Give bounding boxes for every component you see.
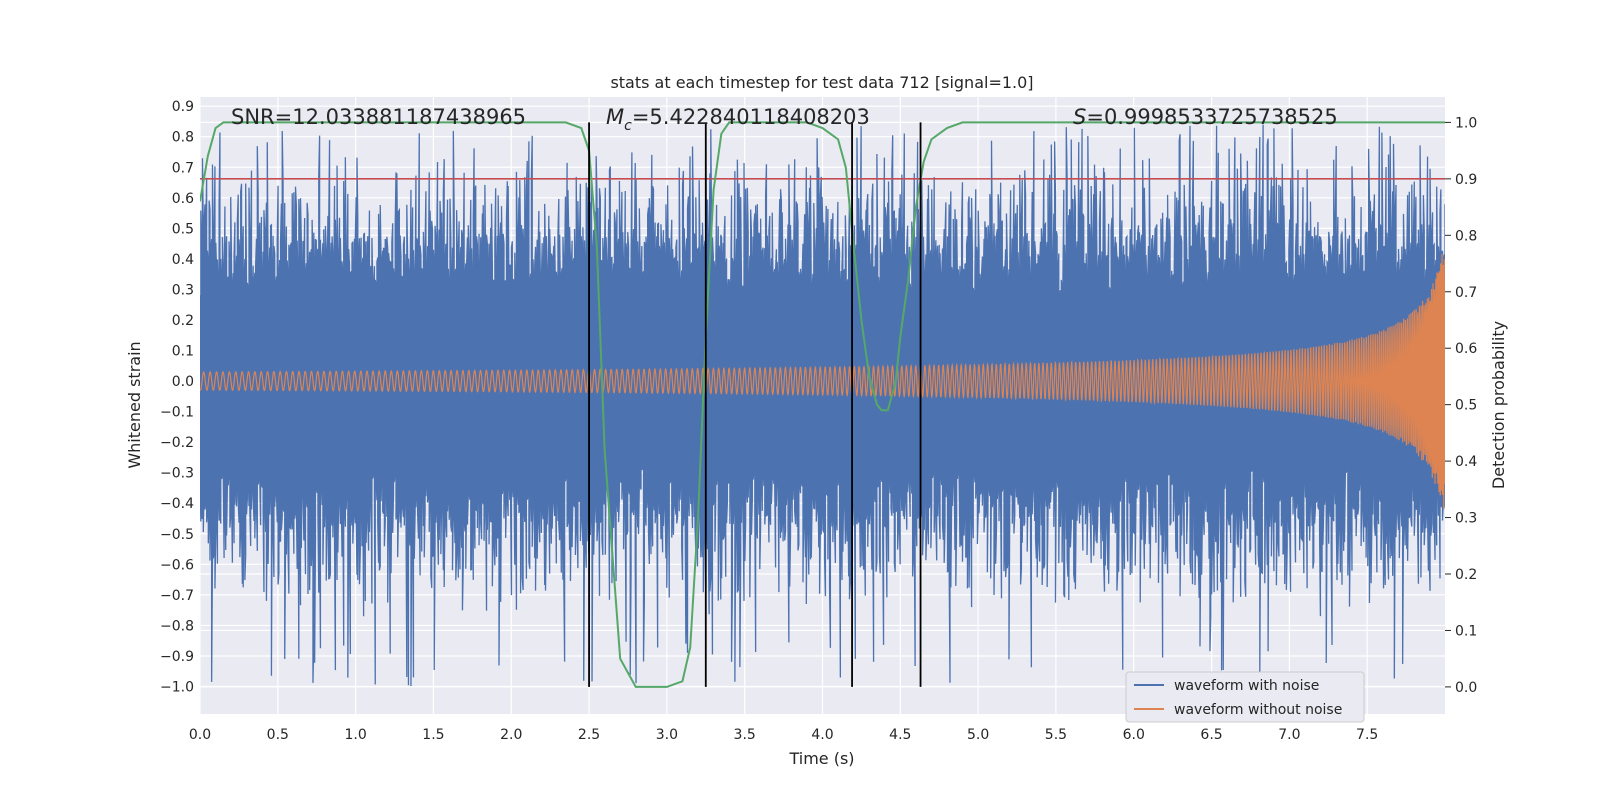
x-tick-label: 0.5 <box>267 727 289 743</box>
vertical-markers <box>588 122 922 687</box>
x-tick-label: 4.5 <box>889 727 911 743</box>
x-axis-label: Time (s) <box>788 749 854 768</box>
y-tick-label: −0.7 <box>160 588 194 604</box>
x-tick-label: 4.0 <box>811 727 833 743</box>
y-tick-label: 0.5 <box>172 221 194 237</box>
series-detection-probability <box>200 121 1445 688</box>
y2-tick-label: 0.3 <box>1455 511 1477 527</box>
x-tick-label: 3.0 <box>656 727 678 743</box>
x-tick-label: 6.5 <box>1200 727 1222 743</box>
y-tick-label: 0.1 <box>172 344 194 360</box>
y2-tick-label: 0.9 <box>1455 172 1477 188</box>
series-waveform-with-noise <box>200 124 1445 687</box>
x-tick-label: 0.0 <box>189 727 211 743</box>
legend-box <box>1125 671 1365 723</box>
y-tick-label: 0.4 <box>172 252 194 268</box>
legend: waveform with noise waveform without noi… <box>1125 671 1365 723</box>
x-tick-label: 7.5 <box>1356 727 1378 743</box>
y2-tick-label: 0.6 <box>1455 341 1477 357</box>
y2-tick-label: 0.7 <box>1455 285 1477 301</box>
y-tick-label: 0.6 <box>172 191 194 207</box>
s-annotation: S=0.9998533725738525 <box>1073 105 1338 129</box>
x-tick-label: 5.0 <box>967 727 989 743</box>
chirp-mass-annotation: Mc=5.422840118408203 <box>606 105 870 134</box>
y2-tick-label: 0.5 <box>1455 398 1477 414</box>
legend-label-noise: waveform with noise <box>1174 678 1319 694</box>
data-layer <box>200 121 1445 688</box>
legend-label-clean: waveform without noise <box>1174 702 1342 718</box>
y-tick-label: 0.3 <box>172 282 194 298</box>
y-axis-ticks: 0.9 0.8 0.7 0.6 0.5 0.4 0.3 0.2 0.1 0.0 −0.1 −0.2 −0… <box>160 99 194 695</box>
y2-axis-ticks: 0.0 0.1 0.2 0.3 0.4 0.5 0.6 0.7 0.8 0.9 1.0 <box>1445 115 1477 696</box>
y2-axis-label: Detection probability <box>1489 321 1508 489</box>
y2-tick-label: 1.0 <box>1455 115 1477 131</box>
y-tick-label: 0.9 <box>172 99 194 115</box>
x-tick-label: 3.5 <box>734 727 756 743</box>
y-tick-label: −0.8 <box>160 618 194 634</box>
y2-tick-label: 0.8 <box>1455 228 1477 244</box>
x-tick-label: 2.5 <box>578 727 600 743</box>
y-tick-label: −0.5 <box>160 527 194 543</box>
y-tick-label: −0.9 <box>160 649 194 665</box>
y-tick-label: −0.1 <box>160 405 194 421</box>
x-axis-ticks: 0.0 0.5 1.0 1.5 2.0 2.5 3.0 3.5 4.0 4.5 5.0 5.5 6.0 6… <box>189 727 1378 743</box>
y-tick-label: 0.0 <box>172 374 194 390</box>
y-axis-label: Whitened strain <box>125 341 144 468</box>
y-tick-label: 0.8 <box>172 130 194 146</box>
y-tick-label: −1.0 <box>160 680 194 696</box>
x-tick-label: 1.5 <box>422 727 444 743</box>
y2-tick-label: 0.0 <box>1455 680 1477 696</box>
y-tick-label: −0.6 <box>160 557 194 573</box>
y-tick-label: 0.7 <box>172 160 194 176</box>
x-tick-label: 1.0 <box>344 727 366 743</box>
x-tick-label: 2.0 <box>500 727 522 743</box>
y-tick-label: −0.4 <box>160 496 194 512</box>
x-tick-label: 5.5 <box>1045 727 1067 743</box>
x-tick-label: 6.0 <box>1123 727 1145 743</box>
snr-annotation: SNR=12.033881187438965 <box>231 105 526 129</box>
chart-title: stats at each timestep for test data 712… <box>610 73 1033 92</box>
y2-tick-label: 0.1 <box>1455 623 1477 639</box>
y-tick-label: 0.2 <box>172 313 194 329</box>
y-tick-label: −0.2 <box>160 435 194 451</box>
series-waveform-without-noise <box>200 254 1445 510</box>
x-tick-label: 7.0 <box>1278 727 1300 743</box>
y-tick-label: −0.3 <box>160 466 194 482</box>
y2-tick-label: 0.2 <box>1455 567 1477 583</box>
y2-tick-label: 0.4 <box>1455 454 1477 470</box>
